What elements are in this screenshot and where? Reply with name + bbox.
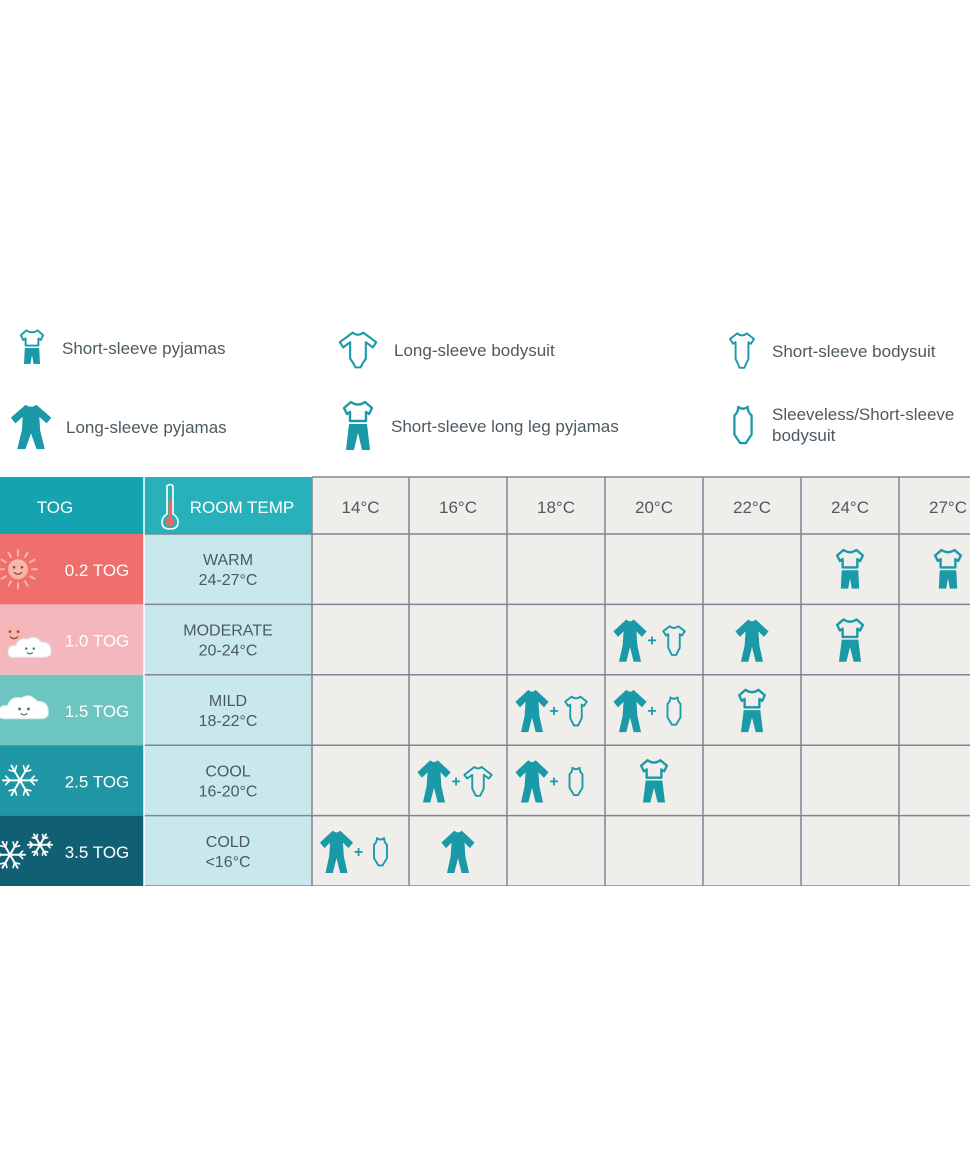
room-row-bg <box>144 745 312 816</box>
long-sleeve-pyjamas-icon <box>735 619 769 662</box>
thermometer-icon <box>161 483 179 530</box>
room-range: 24-27°C <box>199 572 258 589</box>
grid-bg <box>312 477 970 886</box>
tog-chart: TOG ROOM TEMP 14°C 16°C 18°C 20°C 22°C 24°C 27°C… <box>0 476 970 886</box>
short-sleeve-long-leg-pyjamas-icon <box>639 759 669 803</box>
long-sleeve-pyjamas-icon <box>515 760 549 803</box>
temp-header: 18°C <box>537 498 575 517</box>
plus-icon: + <box>647 703 656 720</box>
temp-header: 20°C <box>635 498 673 517</box>
sleeveless-bodysuit-icon <box>666 696 682 726</box>
legend-item-long-sleeve-bodysuit: Long-sleeve bodysuit <box>336 330 555 370</box>
room-label: MILD <box>209 693 247 710</box>
tog-header-bg <box>0 477 144 534</box>
sleeveless-bodysuit-icon <box>373 837 388 867</box>
room-row-bg <box>144 604 312 675</box>
legend-label: Short-sleeve pyjamas <box>62 338 226 358</box>
room-label: MODERATE <box>183 623 272 640</box>
legend-item-short-sleeve-long-leg-pyjamas: Short-sleeve long leg pyjamas <box>338 400 619 452</box>
legend-item-short-sleeve-bodysuit: Short-sleeve bodysuit <box>726 330 935 372</box>
tog-row-bg <box>0 815 144 886</box>
short-sleeve-long-leg-pyjamas-icon <box>737 688 767 733</box>
room-row-bg <box>144 674 312 746</box>
snowflake-icon <box>2 764 38 797</box>
room-label: WARM <box>203 552 253 569</box>
tog-header: TOG <box>37 498 74 517</box>
plus-icon: + <box>354 844 363 861</box>
room-range: 16-20°C <box>199 783 258 800</box>
long-sleeve-pyjamas-icon <box>417 760 451 803</box>
temp-header: 24°C <box>831 498 869 517</box>
room-row-bg <box>144 534 312 605</box>
short-sleeve-bodysuit-icon <box>662 625 686 656</box>
plus-icon: + <box>647 633 656 650</box>
short-sleeve-pyjamas-icon <box>933 548 963 589</box>
short-sleeve-long-leg-pyjamas-icon <box>342 400 374 450</box>
short-sleeve-pyjamas-icon <box>19 329 45 364</box>
temp-header: 14°C <box>342 498 380 517</box>
long-sleeve-pyjamas-icon <box>613 619 647 662</box>
room-row-bg <box>144 815 312 886</box>
long-sleeve-bodysuit-icon <box>463 766 493 797</box>
tog-label: 0.2 TOG <box>65 561 130 580</box>
tog-label: 3.5 TOG <box>65 843 130 862</box>
legend-label: Short-sleeve long leg pyjamas <box>391 416 619 436</box>
room-range: <16°C <box>205 854 250 871</box>
legend-label: Long-sleeve bodysuit <box>394 340 555 360</box>
legend-label: Long-sleeve pyjamas <box>66 417 227 437</box>
legend-item-sleeveless-bodysuit: Sleeveless/Short-sleeve bodysuit <box>730 404 970 446</box>
temp-header: 22°C <box>733 498 771 517</box>
long-sleeve-pyjamas-icon <box>515 689 549 733</box>
two-snowflakes-icon <box>0 833 53 869</box>
sleeveless-bodysuit-icon <box>733 405 753 445</box>
legend-item-long-sleeve-pyjamas: Long-sleeve pyjamas <box>8 402 227 452</box>
sun-cloud-icon <box>0 614 52 658</box>
plus-icon: + <box>549 773 558 790</box>
legend-item-short-sleeve-pyjamas: Short-sleeve pyjamas <box>16 326 225 370</box>
short-sleeve-long-leg-pyjamas-icon <box>835 618 865 662</box>
sun-icon <box>0 549 38 590</box>
legend-label: Short-sleeve bodysuit <box>772 341 936 361</box>
plus-icon: + <box>549 703 558 720</box>
sleeveless-bodysuit-icon <box>568 766 584 797</box>
short-sleeve-bodysuit-icon <box>564 695 588 727</box>
long-sleeve-bodysuit-icon <box>338 331 378 369</box>
long-sleeve-pyjamas-icon <box>441 830 475 873</box>
long-sleeve-pyjamas-icon <box>10 404 52 450</box>
room-range: 20-24°C <box>199 643 258 660</box>
long-sleeve-pyjamas-icon <box>319 830 354 873</box>
cloud-icon <box>0 695 49 720</box>
short-sleeve-pyjamas-icon <box>835 548 865 589</box>
tog-label: 2.5 TOG <box>65 772 130 791</box>
legend-label: Sleeveless/Short-sleeve bodysuit <box>772 405 955 445</box>
temp-header: 16°C <box>439 498 477 517</box>
tog-label: 1.0 TOG <box>65 632 130 651</box>
room-label: COOL <box>205 763 250 780</box>
short-sleeve-bodysuit-icon <box>729 332 755 369</box>
long-sleeve-pyjamas-icon <box>613 689 647 733</box>
room-temp-header: ROOM TEMP <box>190 498 295 517</box>
tog-label: 1.5 TOG <box>65 702 130 721</box>
temp-header: 27°C <box>929 498 967 517</box>
room-range: 18-22°C <box>199 713 258 730</box>
plus-icon: + <box>451 773 460 790</box>
room-label: COLD <box>206 834 250 851</box>
